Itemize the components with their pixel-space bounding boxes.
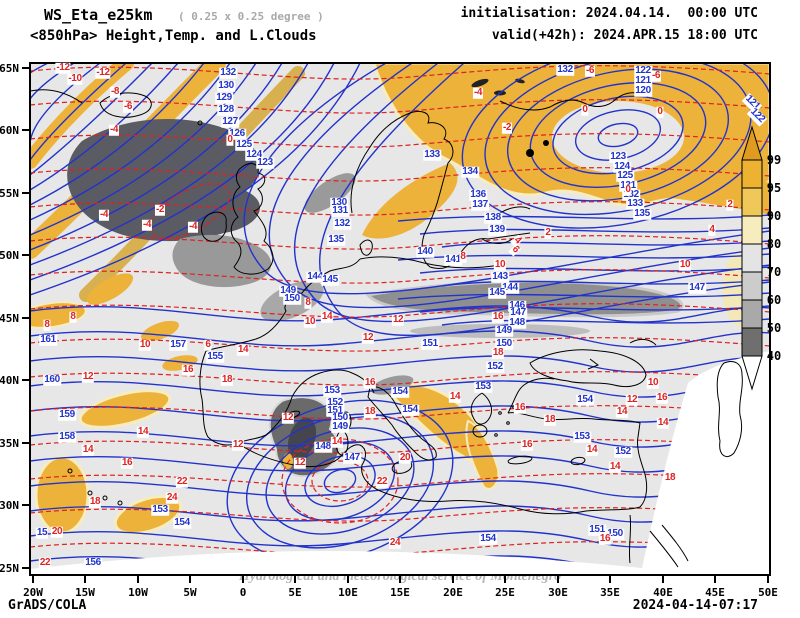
svg-text:10E: 10E [338, 586, 358, 599]
map-axes: 65N 60N 55N 50N 45N 40N 35N 30N 25N 20W 15W 10W 5W 0 5… [0, 62, 778, 599]
svg-text:5E: 5E [288, 586, 301, 599]
svg-text:95: 95 [767, 181, 781, 195]
svg-text:15W: 15W [75, 586, 95, 599]
svg-text:30E: 30E [548, 586, 568, 599]
valid-time: valid(+42h): 2024.APR.15 18:00 UTC [491, 28, 758, 43]
temp-contours [30, 65, 770, 556]
svg-text:10W: 10W [128, 586, 148, 599]
svg-text:20E: 20E [443, 586, 463, 599]
creation-timestamp: 2024-04-14-07:17 [632, 598, 758, 613]
svg-text:50: 50 [767, 321, 781, 335]
svg-text:80: 80 [767, 237, 781, 251]
product-title: <850hPa> Height,Temp. and L.Clouds [30, 28, 317, 44]
svg-text:45E: 45E [705, 586, 725, 599]
svg-text:15E: 15E [390, 586, 410, 599]
weather-map: 99 95 90 80 70 60 50 40 65N 60N 55N 50N 45N 40N 35N 30… [0, 62, 781, 599]
svg-text:50N: 50N [0, 249, 19, 262]
map-area: 99 95 90 80 70 60 50 40 65N 60N 55N 50N 45N 40N 35N 30… [0, 62, 781, 599]
svg-text:25E: 25E [495, 586, 515, 599]
svg-text:60: 60 [767, 293, 781, 307]
svg-text:20W: 20W [23, 586, 43, 599]
svg-text:99: 99 [767, 153, 781, 167]
model-resolution: ( 0.25 x 0.25 degree ) [178, 10, 324, 23]
svg-text:25N: 25N [0, 562, 19, 575]
svg-text:40: 40 [767, 349, 781, 363]
initialisation-time: initialisation: 2024.04.14. 00:00 UTC [460, 6, 758, 21]
svg-text:35N: 35N [0, 437, 19, 450]
svg-text:30N: 30N [0, 499, 19, 512]
svg-text:35E: 35E [600, 586, 620, 599]
svg-text:45N: 45N [0, 312, 19, 325]
svg-text:70: 70 [767, 265, 781, 279]
svg-text:40E: 40E [653, 586, 673, 599]
svg-text:50E: 50E [758, 586, 778, 599]
svg-text:5W: 5W [183, 586, 197, 599]
cloud-shading [30, 63, 770, 535]
svg-text:40N: 40N [0, 374, 19, 387]
svg-text:65N: 65N [0, 62, 19, 75]
cloud-colorbar: 99 95 90 80 70 60 50 40 [741, 125, 781, 391]
svg-text:90: 90 [767, 209, 781, 223]
svg-text:0: 0 [240, 586, 247, 599]
grads-credit: GrADS/COLA [8, 598, 87, 613]
svg-text:60N: 60N [0, 124, 19, 137]
model-name: WS_Eta_e25km [44, 6, 153, 24]
svg-text:55N: 55N [0, 187, 19, 200]
